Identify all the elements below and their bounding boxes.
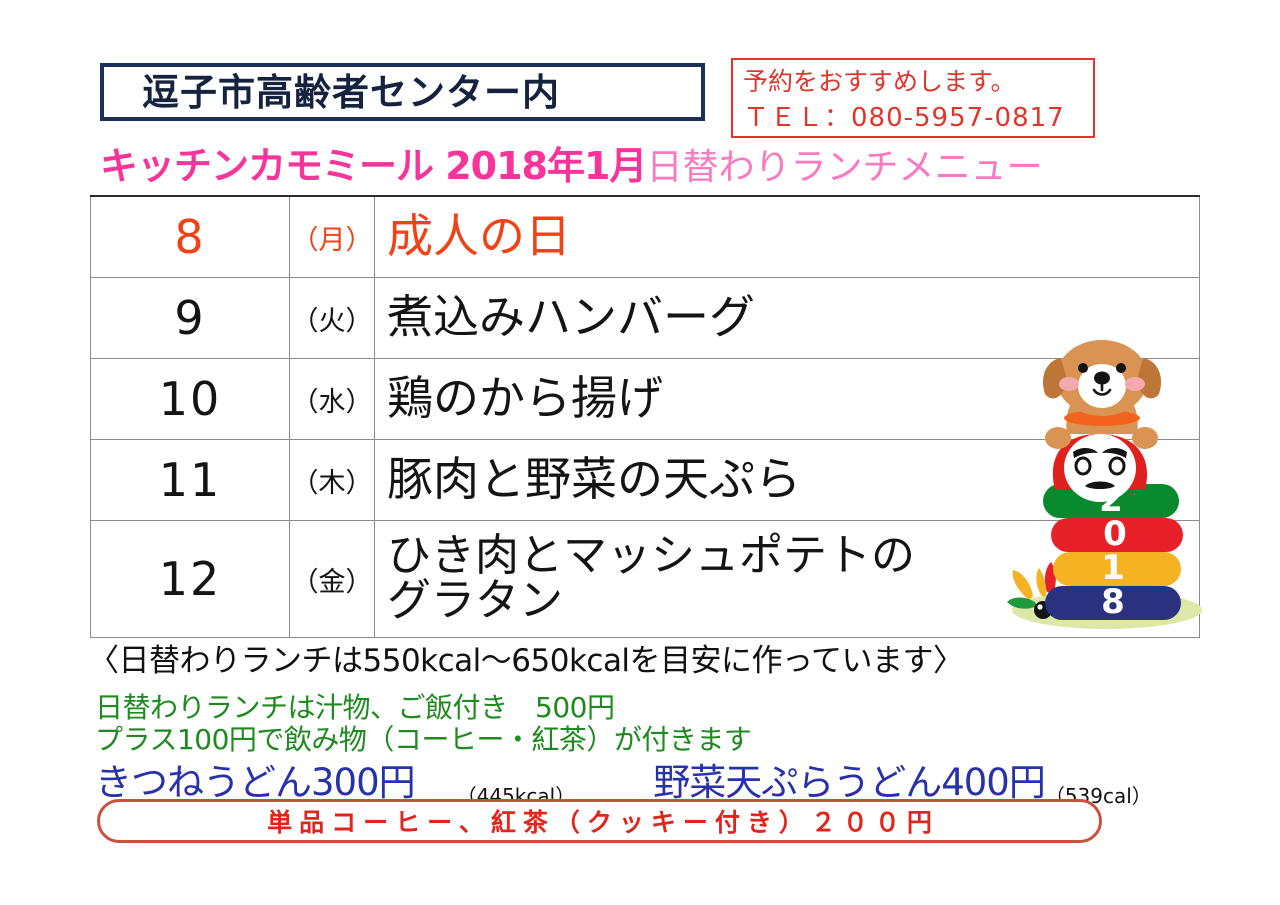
reservation-note-text: 予約をおすすめします。 — [743, 67, 1016, 96]
table-row: 8 （月） 成人の日 — [90, 195, 1200, 278]
cell-day: 11 — [90, 439, 290, 521]
coffee-banner-box: 単品コーヒー、紅茶（クッキー付き）２００円 — [97, 799, 1102, 843]
table-row: 9 （火） 煮込みハンバーグ — [90, 277, 1200, 359]
cell-menu-item: 成人の日 — [374, 195, 1200, 278]
table-row: 10 （水） 鶏のから揚げ — [90, 358, 1200, 440]
cell-menu-item: 鶏のから揚げ — [374, 358, 1200, 440]
cell-dayofweek: （木） — [289, 439, 375, 521]
table-row: 11 （木） 豚肉と野菜の天ぷら — [90, 439, 1200, 521]
venue-title-text: 逗子市高齢者センター内 — [142, 70, 560, 114]
cell-day: 9 — [90, 277, 290, 359]
udon-price-row: きつねうどん300円 （445kcal） 野菜天ぷらうどん400円（539cal） — [95, 752, 1152, 808]
cell-menu-item: 煮込みハンバーグ — [374, 277, 1200, 359]
cell-menu-item: ひき肉とマッシュポテトの グラタン — [374, 520, 1200, 638]
cell-dayofweek: （金） — [289, 520, 375, 638]
coffee-banner-text: 単品コーヒー、紅茶（クッキー付き）２００円 — [267, 808, 939, 837]
cell-dayofweek: （月） — [289, 195, 375, 278]
kcal-range-note: 〈日替わりランチは550kcal〜650kcalを目安に作っています〉 — [88, 643, 964, 679]
cell-day: 8 — [90, 195, 290, 278]
udon-kitsune-name: きつねうどん300円 — [95, 761, 416, 804]
drink-addon-note: プラス100円で飲み物（コーヒー・紅茶）が付きます — [95, 723, 752, 756]
cell-dayofweek: （火） — [289, 277, 375, 359]
venue-title-box: 逗子市高齢者センター内 — [100, 63, 705, 121]
cell-dayofweek: （水） — [289, 358, 375, 440]
table-row: 12 （金） ひき肉とマッシュポテトの グラタン — [90, 520, 1200, 638]
lunch-menu-table: 8 （月） 成人の日 9 （火） 煮込みハンバーグ 10 （水） 鶏のから揚げ … — [90, 195, 1200, 638]
reservation-info-box: 予約をおすすめします。 ＴＥＬ：080-5957-0817 — [731, 58, 1095, 138]
page-title-strong: キッチンカモミール 2018年1月 — [100, 144, 647, 188]
page-title: キッチンカモミール 2018年1月日替わりランチメニュー — [100, 144, 1200, 188]
udon-tempura-name: 野菜天ぷらうどん400円 — [653, 761, 1046, 804]
cell-menu-item: 豚肉と野菜の天ぷら — [374, 439, 1200, 521]
page-title-light: 日替わりランチメニュー — [646, 147, 1043, 188]
cell-day: 10 — [90, 358, 290, 440]
telephone-number-text: ＴＥＬ：080-5957-0817 — [743, 103, 1065, 133]
lunch-price-note: 日替わりランチは汁物、ご飯付き 500円 — [95, 691, 615, 724]
cell-day: 12 — [90, 520, 290, 638]
